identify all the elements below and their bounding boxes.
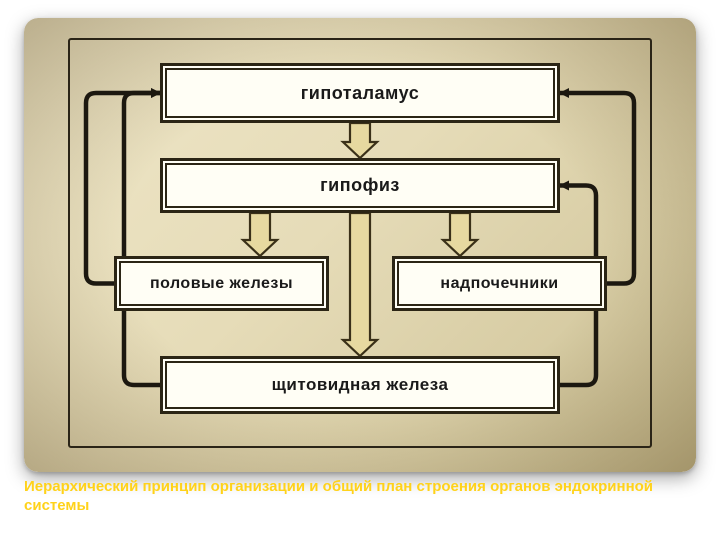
node-adrenals: надпочечники	[392, 256, 607, 311]
node-label-hypothalamus: гипоталамус	[301, 83, 419, 104]
node-hypothalamus: гипоталамус	[160, 63, 560, 123]
node-label-thyroid: щитовидная железа	[272, 375, 449, 395]
node-thyroid: щитовидная железа	[160, 356, 560, 414]
node-label-gonads: половые железы	[150, 275, 293, 293]
node-pituitary: гипофиз	[160, 158, 560, 213]
node-label-adrenals: надпочечники	[440, 275, 558, 293]
node-gonads: половые железы	[114, 256, 329, 311]
slide: гипоталамус гипофиз половые железы надпочеч…	[0, 0, 720, 540]
diagram-card: гипоталамус гипофиз половые железы надпочеч…	[24, 18, 696, 472]
node-label-pituitary: гипофиз	[320, 175, 400, 196]
caption-text: Иерархический принцип организации и общи…	[24, 478, 696, 516]
